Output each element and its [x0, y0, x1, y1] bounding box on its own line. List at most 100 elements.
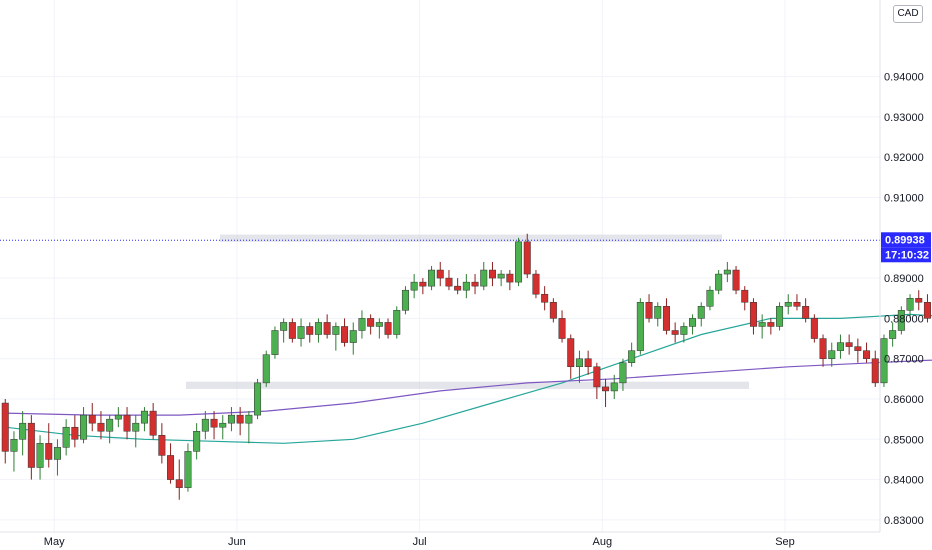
last-price-text: 0.89938 [885, 234, 925, 246]
candle [480, 261, 488, 291]
candle [140, 407, 148, 432]
candle [732, 266, 740, 295]
candle [132, 415, 140, 448]
candle [436, 261, 444, 287]
candle [428, 266, 436, 291]
candle [897, 306, 905, 335]
candlesticks [1, 233, 931, 500]
countdown-text: 17:10:32 [885, 249, 929, 261]
candle [541, 286, 549, 311]
support-resistance-zones [186, 234, 749, 389]
candle [97, 411, 105, 440]
candle [288, 318, 296, 343]
last-price-badge [881, 232, 931, 248]
candle [680, 322, 688, 343]
candle [158, 423, 166, 464]
candle [602, 378, 610, 408]
candle [662, 298, 670, 335]
candle [445, 270, 453, 291]
candle [175, 459, 183, 500]
candle [793, 294, 801, 311]
candle [471, 274, 479, 295]
candle [749, 298, 757, 335]
currency-button[interactable]: CAD [893, 5, 923, 23]
candle [515, 237, 523, 287]
candle [27, 415, 35, 480]
candle [384, 318, 392, 339]
candle [410, 274, 418, 299]
candle [401, 286, 409, 315]
candle [1, 399, 9, 464]
x-tick-label: Sep [775, 536, 795, 548]
candle [558, 310, 566, 343]
x-tick-label: Jul [413, 536, 427, 548]
price-axis[interactable]: 0.94000 0.93000 0.92000 0.91000 0.89000 0.880… [884, 72, 924, 527]
y-tick-label: 0.86000 [884, 394, 924, 406]
candle [497, 270, 505, 287]
price-zone [220, 234, 722, 242]
y-tick-label: 0.85000 [884, 434, 924, 446]
candle [341, 318, 349, 347]
candle [654, 302, 662, 327]
candle [358, 310, 366, 339]
candle [906, 294, 914, 319]
price-zone [186, 381, 749, 389]
candle [567, 334, 575, 379]
candle [671, 322, 679, 343]
candle [871, 350, 879, 387]
candle [71, 415, 79, 448]
candle [836, 334, 844, 359]
candle [636, 298, 644, 355]
candle [697, 302, 705, 327]
y-tick-label: 0.83000 [884, 515, 924, 527]
candle [488, 261, 496, 287]
candle [776, 302, 784, 331]
y-tick-label: 0.93000 [884, 112, 924, 124]
candle [845, 334, 853, 355]
candle [123, 407, 131, 440]
candle [784, 294, 792, 315]
candle [271, 326, 279, 359]
candle [227, 407, 235, 432]
candle [810, 314, 818, 343]
candle [106, 415, 114, 444]
candle [219, 415, 227, 440]
countdown-badge [881, 247, 931, 263]
candle [880, 334, 888, 387]
candle [367, 314, 375, 335]
candle [593, 362, 601, 399]
candle [393, 306, 401, 339]
candle [723, 261, 731, 283]
candle [314, 318, 322, 343]
x-tick-label: May [44, 536, 65, 548]
y-tick-label: 0.88000 [884, 313, 924, 325]
candle [506, 270, 514, 291]
y-tick-label: 0.94000 [884, 72, 924, 84]
candle [523, 233, 531, 279]
candle [645, 294, 653, 323]
time-axis[interactable]: MayJunJulAugSepOctNovDec2021 [44, 536, 932, 548]
y-tick-label: 0.92000 [884, 152, 924, 164]
candle [114, 407, 122, 428]
candle [262, 350, 270, 387]
candle [758, 314, 766, 339]
candle [62, 419, 70, 456]
candle [306, 322, 314, 343]
candle [184, 443, 192, 492]
candle [706, 286, 714, 311]
candle [167, 443, 175, 484]
candle [349, 322, 357, 355]
candle [828, 342, 836, 367]
y-tick-label: 0.91000 [884, 192, 924, 204]
candle [741, 286, 749, 311]
candle [297, 318, 305, 347]
candle [462, 274, 470, 299]
y-tick-label: 0.89000 [884, 273, 924, 285]
candle [149, 403, 157, 440]
x-tick-label: Aug [593, 536, 613, 548]
candle [715, 270, 723, 295]
candle [280, 318, 288, 343]
candle [254, 378, 262, 420]
candle [610, 374, 618, 399]
